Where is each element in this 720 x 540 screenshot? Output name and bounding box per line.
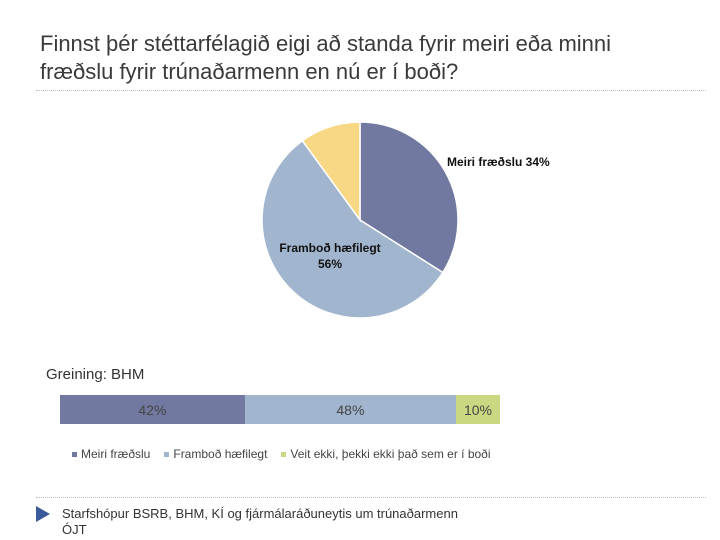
- bar-segment-veit-ekki: 10%: [455, 395, 500, 424]
- legend-item-veit-ekki: Veit ekki, þekki ekki það sem er í boði: [281, 447, 491, 461]
- bar-label-frambod: 48%: [336, 401, 365, 418]
- slide-title-line1: Finnst þér stéttarfélagið eigi að standa…: [40, 31, 612, 56]
- pie-label-meiri-fraedslu: Meiri fræðslu 34%: [447, 155, 550, 169]
- legend-label-frambod: Framboð hæfilegt: [173, 447, 268, 461]
- play-arrow-icon: [36, 506, 50, 522]
- bar-segment-frambod: 48%: [244, 395, 456, 424]
- play-arrow-shape: [36, 506, 50, 522]
- title-divider: [36, 90, 706, 91]
- legend-item-meiri-fraedslu: Meiri fræðslu: [72, 447, 150, 461]
- legend-label-meiri-fraedslu: Meiri fræðslu: [81, 447, 151, 461]
- legend-swatch-veit-ekki: [281, 451, 287, 457]
- bar-label-meiri-fraedslu: 42%: [138, 401, 167, 418]
- footer-divider: [36, 497, 706, 498]
- bar-label-veit-ekki: 10%: [463, 401, 492, 418]
- pie-label-frambod-line1: Framboð hæfilegt: [279, 241, 381, 255]
- stacked-bar: 42% 48% 10%: [60, 395, 500, 424]
- legend-label-veit-ekki: Veit ekki, þekki ekki það sem er í boði: [290, 447, 491, 461]
- bhm-chart-title: Greining: BHM: [46, 366, 145, 383]
- footer-line1: Starfshópur BSRB, BHM, KÍ og fjármálaráð…: [62, 506, 458, 521]
- legend-swatch-frambod: [164, 451, 170, 457]
- bar-legend: Meiri fræðslu Framboð hæfilegt Veit ekki…: [72, 447, 505, 461]
- legend-item-frambod: Framboð hæfilegt: [164, 447, 267, 461]
- slide-title: Finnst þér stéttarfélagið eigi að standa…: [40, 30, 700, 86]
- footer-line2: ÓJT: [62, 522, 87, 537]
- slide-title-line2: fræðslu fyrir trúnaðarmenn en nú er í bo…: [40, 59, 459, 84]
- legend-swatch-meiri-fraedslu: [72, 451, 77, 457]
- pie-chart: [261, 121, 459, 319]
- pie-label-frambod-line2: 56%: [317, 257, 343, 271]
- footer-text: Starfshópur BSRB, BHM, KÍ og fjármálaráð…: [62, 506, 522, 538]
- bar-segment-meiri-fraedslu: 42%: [60, 395, 245, 424]
- pie-label-frambod: Framboð hæfilegt 56%: [268, 240, 392, 272]
- pie-slice-2: [301, 121, 361, 223]
- pie-slice-1: [261, 139, 444, 319]
